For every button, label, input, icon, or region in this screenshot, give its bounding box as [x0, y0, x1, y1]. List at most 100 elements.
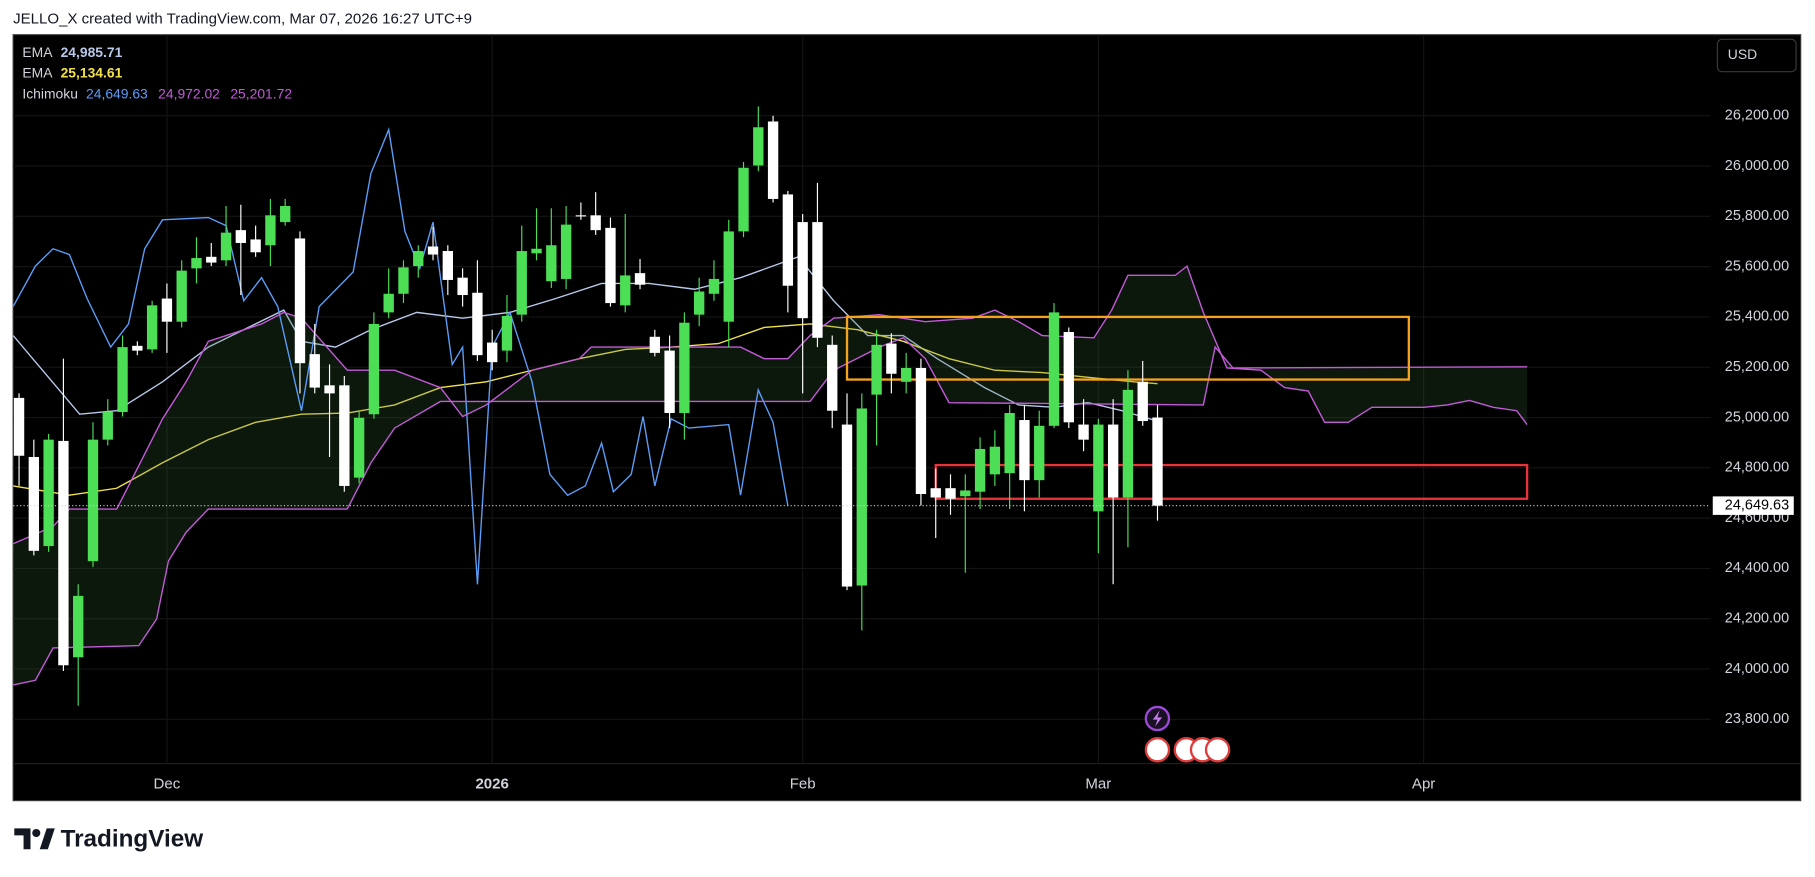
candle-body	[383, 293, 394, 313]
candle-body	[531, 248, 542, 254]
indicator-line	[13, 323, 1158, 496]
y-tick-label: 25,800.00	[1725, 208, 1789, 224]
y-tick-label: 24,000.00	[1725, 661, 1789, 677]
candle-body	[472, 292, 483, 356]
candle-body	[1152, 417, 1163, 506]
legend-value: 24,972.02	[158, 86, 220, 102]
legend-name: EMA	[22, 44, 53, 60]
x-tick-label: Feb	[790, 775, 816, 792]
candle-body	[649, 336, 660, 353]
logo-mark	[14, 828, 31, 850]
candle-body	[560, 224, 572, 279]
legend-value: 25,134.61	[61, 65, 123, 81]
candle-body	[590, 215, 601, 231]
candle-body	[206, 256, 217, 263]
candle-body	[605, 227, 616, 304]
y-tick-label: 25,600.00	[1725, 258, 1789, 274]
candle-body	[146, 305, 158, 350]
x-tick-label: Apr	[1412, 775, 1435, 792]
x-tick-label: Dec	[154, 775, 181, 792]
candle-body	[102, 411, 113, 440]
candle-body	[235, 230, 247, 243]
candle-body	[797, 222, 808, 319]
candle-body	[827, 344, 838, 411]
candle-body	[161, 298, 173, 322]
y-tick-label: 24,200.00	[1725, 611, 1789, 627]
candle-body	[782, 194, 794, 286]
candle-body	[457, 277, 468, 296]
x-tick-label: 2026	[475, 775, 508, 792]
candle-body	[546, 245, 557, 282]
overlay-layer: 23,800.00 24,000.00 24,200.00 24,400.00 24,6…	[13, 44, 1794, 792]
candle-body	[1107, 424, 1119, 498]
candle-body	[930, 488, 941, 498]
y-tick-label: 26,200.00	[1725, 108, 1789, 124]
candle-body	[368, 323, 380, 415]
candle-body	[960, 490, 971, 497]
y-tick-label: 25,200.00	[1725, 359, 1789, 375]
legend-value: 24,985.71	[61, 44, 123, 60]
candle-body	[679, 322, 690, 413]
event-bolt	[1152, 710, 1163, 727]
x-tick-label: Mar	[1085, 775, 1111, 792]
legend-value: 25,201.72	[230, 86, 292, 102]
candle-body	[487, 342, 498, 363]
currency-label[interactable]: USD	[1728, 46, 1757, 62]
legend-name: Ichimoku	[22, 86, 78, 102]
event-flag[interactable]	[1204, 737, 1231, 763]
candle-body	[634, 273, 646, 285]
candle-body	[176, 270, 187, 322]
candle-body	[1137, 381, 1148, 422]
last-price-label: 24,649.63	[1725, 497, 1789, 513]
y-tick-label: 25,400.00	[1725, 309, 1789, 325]
candle-body	[1034, 425, 1045, 481]
logo-mark	[39, 828, 55, 850]
candle-body	[516, 251, 527, 315]
currency-button[interactable]	[1716, 38, 1797, 73]
candle-body	[501, 315, 513, 351]
candle-body	[1122, 389, 1134, 498]
candle-body	[723, 231, 734, 322]
candle-body	[1093, 424, 1104, 512]
legend-name: EMA	[22, 65, 53, 81]
candle-body	[265, 215, 276, 246]
legend-value: 24,649.63	[86, 86, 148, 102]
candle-body	[1078, 424, 1089, 440]
logo-dot	[32, 828, 41, 838]
candle-body	[28, 457, 40, 551]
candle-body	[708, 278, 720, 294]
indicator-line	[13, 337, 1528, 686]
candle-body	[117, 347, 128, 412]
candle-body	[398, 267, 409, 294]
candle-body	[280, 205, 291, 223]
candle-body	[1063, 332, 1074, 423]
plot-layer	[13, 106, 1529, 706]
candle-body	[309, 354, 320, 388]
candle-body	[339, 385, 350, 486]
candle-body	[132, 345, 143, 351]
candle-body	[43, 439, 54, 547]
candle-body	[87, 439, 99, 562]
indicator-line	[13, 127, 789, 585]
candle-body	[427, 246, 439, 255]
brand-name: TradingView	[61, 825, 204, 852]
candle-body	[191, 258, 202, 269]
y-tick-label: 24,400.00	[1725, 560, 1789, 576]
header-title: JELLO_X created with TradingView.com, Ma…	[13, 11, 472, 28]
y-tick-label: 23,800.00	[1725, 711, 1789, 727]
candle-body	[974, 448, 986, 492]
y-tick-label: 26,000.00	[1725, 158, 1789, 174]
candle-body	[900, 367, 912, 382]
candle-body	[856, 408, 867, 586]
candle-body	[620, 275, 631, 306]
last-price-box	[1712, 496, 1794, 515]
candle-body	[220, 232, 232, 261]
candle-body	[73, 595, 84, 658]
event-flag[interactable]	[1144, 737, 1171, 763]
candle-body	[413, 251, 424, 267]
event-icons	[1144, 705, 1231, 763]
candle-body	[989, 446, 1001, 475]
candle-body	[753, 127, 764, 166]
